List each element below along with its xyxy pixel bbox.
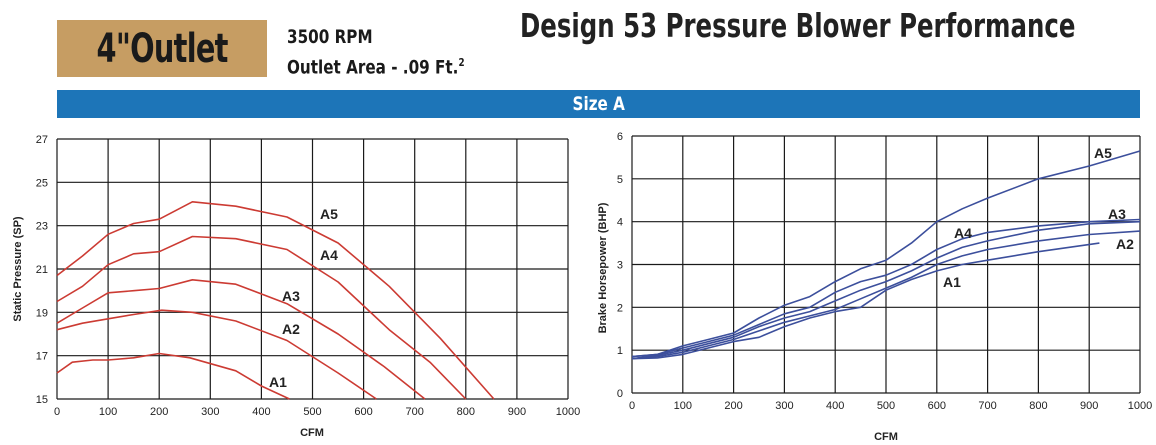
rpm-text: 3500 RPM — [287, 26, 373, 48]
x-axis-label: CFM — [300, 427, 324, 439]
y-tick-label: 19 — [36, 307, 48, 319]
curve-label-a4: A4 — [954, 225, 972, 241]
page-title: Design 53 Pressure Blower Performance — [520, 6, 1076, 45]
outlet-area-line: Outlet Area - .09 Ft.2 — [287, 50, 465, 80]
x-tick-label: 0 — [629, 400, 635, 412]
x-tick-label: 900 — [508, 406, 526, 418]
y-tick-label: 5 — [617, 174, 623, 186]
spec-block: 3500 RPM Outlet Area - .09 Ft.2 — [287, 24, 465, 80]
size-band: Size A — [57, 90, 1140, 118]
series-line-a1 — [56, 352, 290, 400]
grid-lines — [56, 138, 569, 400]
x-tick-label: 700 — [978, 400, 996, 412]
y-tick-label: 2 — [617, 302, 623, 314]
x-tick-label: 400 — [826, 400, 844, 412]
x-tick-label: 200 — [724, 400, 742, 412]
y-axis-label: Brake Horsepower (BHP) — [597, 202, 609, 333]
x-tick-label: 0 — [54, 406, 60, 418]
y-tick-label: 3 — [617, 260, 623, 272]
y-tick-label: 6 — [617, 131, 623, 143]
series-line-a5 — [631, 150, 1141, 358]
x-tick-label: 700 — [406, 406, 424, 418]
series-line-a3 — [631, 220, 1141, 360]
x-tick-label: 300 — [775, 400, 793, 412]
x-tick-label: 200 — [150, 406, 168, 418]
y-axis-label: Static Pressure (SP) — [12, 216, 24, 321]
series-line-a1 — [631, 242, 1100, 360]
series-line-a4 — [56, 235, 467, 400]
size-label: Size A — [572, 93, 625, 115]
curve-label-a2: A2 — [1116, 236, 1134, 252]
x-tick-label: 100 — [674, 400, 692, 412]
curve-label-a2: A2 — [282, 321, 300, 337]
curve-label-a5: A5 — [1094, 145, 1112, 161]
y-tick-label: 27 — [36, 134, 48, 146]
x-tick-label: 1000 — [1128, 400, 1152, 412]
x-axis-label: CFM — [874, 431, 898, 443]
x-tick-label: 900 — [1080, 400, 1098, 412]
y-tick-label: 15 — [36, 394, 48, 406]
series-line-a4 — [631, 218, 1141, 358]
curve-label-a3: A3 — [282, 288, 300, 304]
x-tick-label: 600 — [354, 406, 372, 418]
outlet-area-text: Outlet Area - .09 Ft. — [287, 56, 459, 79]
y-tick-label: 17 — [36, 351, 48, 363]
x-tick-label: 600 — [928, 400, 946, 412]
series-line-a3 — [56, 278, 426, 400]
series-line-a5 — [56, 201, 495, 400]
y-tick-label: 25 — [36, 177, 48, 189]
series-line-a2 — [631, 230, 1141, 360]
y-tick-label: 23 — [36, 221, 48, 233]
grid-lines — [631, 135, 1141, 394]
x-tick-label: 500 — [877, 400, 895, 412]
x-tick-label: 500 — [303, 406, 321, 418]
y-tick-label: 0 — [617, 388, 623, 400]
y-tick-label: 1 — [617, 345, 623, 357]
x-tick-label: 400 — [252, 406, 270, 418]
x-tick-label: 800 — [457, 406, 475, 418]
y-tick-label: 21 — [36, 264, 48, 276]
outlet-area-exponent: 2 — [458, 56, 465, 69]
curve-label-a4: A4 — [320, 247, 338, 263]
x-tick-label: 800 — [1029, 400, 1047, 412]
outlet-badge: 4"Outlet — [57, 20, 267, 77]
outlet-label: 4"Outlet — [96, 25, 228, 72]
series-line-a2 — [56, 309, 377, 400]
x-tick-label: 1000 — [556, 406, 580, 418]
x-tick-label: 100 — [99, 406, 117, 418]
curve-label-a1: A1 — [269, 374, 287, 390]
curve-label-a5: A5 — [320, 206, 338, 222]
curve-label-a3: A3 — [1108, 206, 1126, 222]
y-tick-label: 4 — [617, 217, 623, 229]
curve-label-a1: A1 — [943, 274, 961, 290]
x-tick-label: 300 — [201, 406, 219, 418]
